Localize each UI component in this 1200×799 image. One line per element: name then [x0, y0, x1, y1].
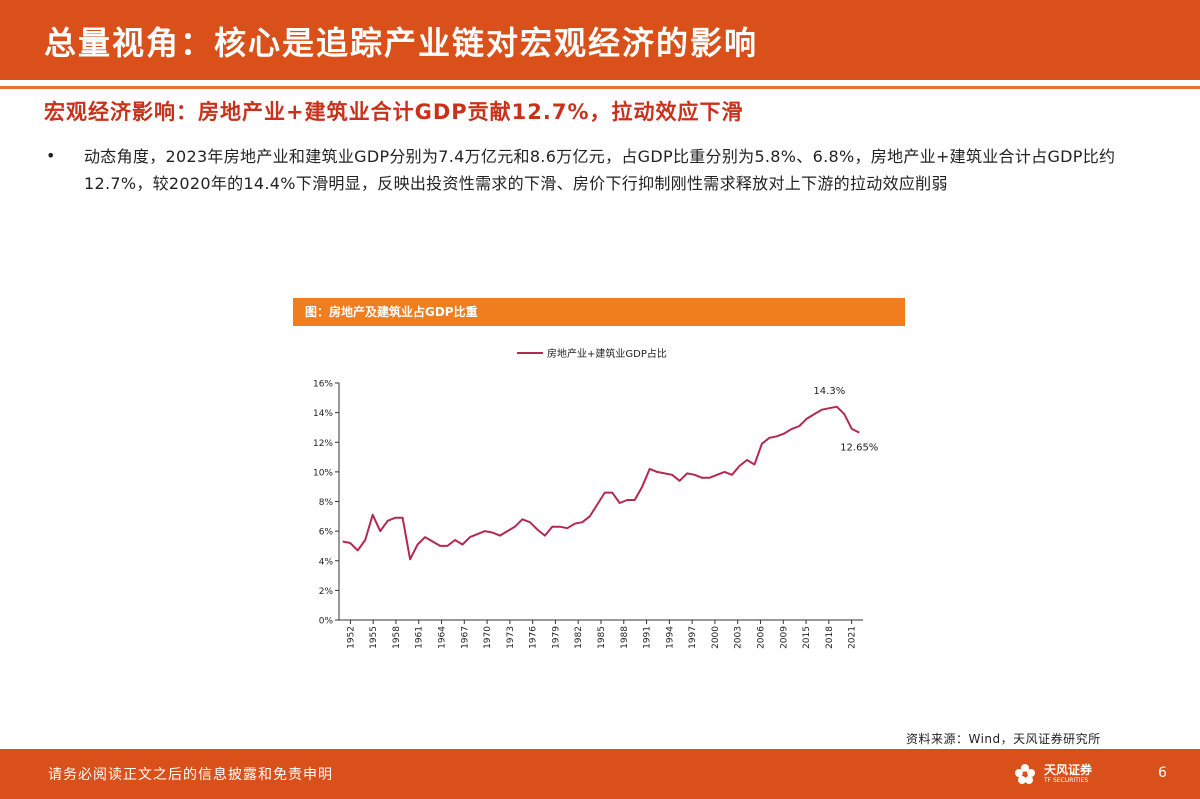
x-tick-label: 1976 [529, 626, 539, 649]
y-tick-label: 2% [319, 587, 334, 597]
x-tick-label: 1979 [551, 626, 561, 649]
x-tick-label: 1964 [438, 626, 448, 649]
x-tick-label: 1988 [620, 626, 630, 649]
x-tick-label: 1967 [460, 626, 470, 649]
series-line [342, 405, 860, 561]
x-tick-label: 1961 [415, 626, 425, 649]
source-note: 资料来源：Wind，天风证券研究所 [906, 732, 1101, 746]
x-tick-label: 1997 [688, 626, 698, 649]
data-label: 14.3% [813, 386, 845, 397]
bullet-text: 动态角度，2023年房地产业和建筑业GDP分别为7.4万亿元和8.6万亿元，占G… [84, 147, 1116, 193]
x-tick-label: 1955 [369, 626, 379, 649]
y-tick-label: 8% [319, 498, 334, 508]
x-tick-label: 1973 [506, 626, 516, 649]
y-tick-label: 12% [313, 439, 333, 449]
footer-bar: 请务必阅读正文之后的信息披露和免责申明 天风证券 TF SECURITIES 6 [0, 749, 1200, 799]
x-tick-label: 2000 [711, 626, 721, 649]
y-tick-label: 10% [313, 468, 333, 478]
x-tick-label: 2009 [779, 626, 789, 649]
y-tick-label: 0% [319, 617, 334, 627]
disclaimer-text: 请务必阅读正文之后的信息披露和免责申明 [48, 767, 333, 783]
page-title: 总量视角：核心是追踪产业链对宏观经济的影响 [44, 24, 759, 62]
x-axis: 1952 1955 1958 1961 1964 1967 1970 1973 1976 1979… [339, 619, 863, 649]
bullet-icon: • [46, 146, 56, 165]
y-tick-label: 4% [319, 557, 334, 567]
brand-name-en: TF SECURITIES [1044, 777, 1089, 784]
x-tick-label: 1994 [665, 626, 675, 649]
x-tick-label: 1991 [643, 626, 653, 649]
x-tick-label: 2015 [802, 626, 812, 649]
x-tick-label: 1985 [597, 626, 607, 649]
x-tick-label: 2006 [756, 626, 766, 649]
line-chart: 房地产业+建筑业GDP占比 0% 2% 4% 6% 8% 10% 12% 14% 16% 195… [313, 347, 878, 649]
header-divider [0, 86, 1200, 89]
y-tick-label: 6% [319, 528, 334, 538]
annotations: 14.3% 12.65% [813, 386, 878, 453]
page-number: 6 [1158, 765, 1167, 781]
chart-legend: 房地产业+建筑业GDP占比 [517, 347, 667, 360]
x-tick-label: 1952 [346, 626, 356, 649]
y-tick-label: 16% [313, 380, 333, 390]
x-tick-label: 1970 [483, 626, 493, 649]
brand-name: 天风证券 [1044, 763, 1093, 777]
x-tick-label: 1958 [392, 626, 402, 649]
y-tick-label: 14% [313, 409, 333, 419]
y-axis: 0% 2% 4% 6% 8% 10% 12% 14% 16% [313, 380, 340, 627]
x-tick-label: 2021 [848, 626, 858, 649]
x-tick-label: 1982 [574, 626, 584, 649]
figure-title: 图：房地产及建筑业占GDP比重 [305, 305, 478, 319]
figure-title-bar: 图：房地产及建筑业占GDP比重 [293, 298, 905, 326]
series-group [342, 405, 860, 561]
brand-flower-icon [1015, 764, 1035, 784]
header-bar: 总量视角：核心是追踪产业链对宏观经济的影响 [0, 0, 1200, 80]
legend-label: 房地产业+建筑业GDP占比 [547, 347, 667, 360]
x-tick-label: 2003 [734, 626, 744, 649]
data-label: 12.65% [840, 443, 878, 454]
x-tick-label: 2018 [825, 626, 835, 649]
section-subtitle: 宏观经济影响：房地产业+建筑业合计GDP贡献12.7%，拉动效应下滑 [44, 100, 744, 124]
